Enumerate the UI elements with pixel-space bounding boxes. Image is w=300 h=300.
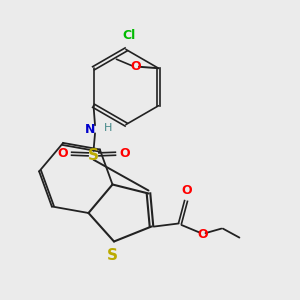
Text: S: S [107, 248, 118, 263]
Text: Cl: Cl [122, 29, 136, 42]
Text: O: O [182, 184, 192, 196]
Text: H: H [104, 123, 113, 133]
Text: O: O [197, 227, 208, 241]
Text: N: N [85, 123, 96, 136]
Text: O: O [119, 147, 130, 160]
Text: S: S [88, 148, 99, 163]
Text: O: O [131, 60, 141, 73]
Text: O: O [57, 147, 68, 160]
